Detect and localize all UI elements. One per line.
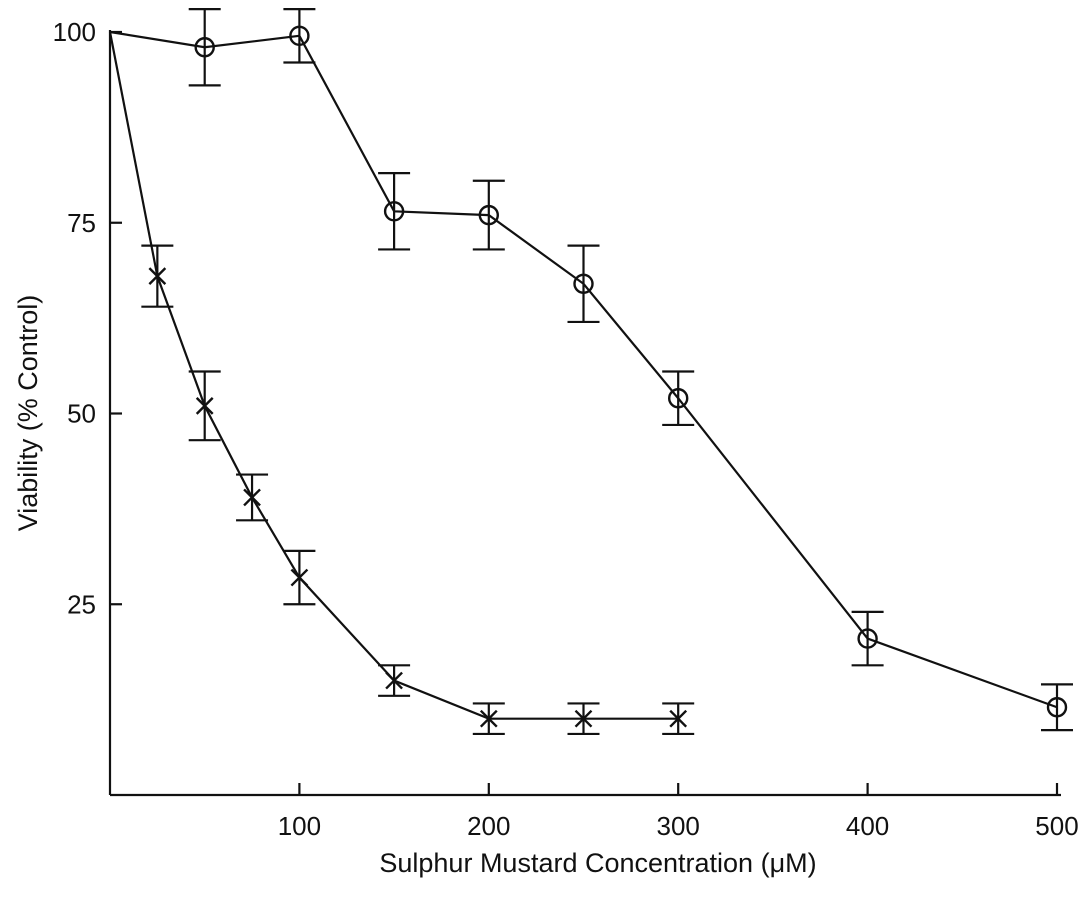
error-bar-s1-6 xyxy=(662,370,695,427)
x-axis-title: Sulphur Mustard Concentration (μM) xyxy=(379,848,816,878)
marker-x-s2-8 xyxy=(669,709,688,728)
marker-x-s2-1 xyxy=(148,267,167,286)
marker-circle-s1-1 xyxy=(194,37,215,58)
error-bar-s1-5 xyxy=(567,244,600,324)
marker-x-s2-6 xyxy=(479,709,498,728)
marker-x-stroke-b xyxy=(385,671,403,690)
x-tick-label-500: 500 xyxy=(1035,811,1078,841)
error-bar-s1-2 xyxy=(283,8,316,64)
error-bar-s1-4 xyxy=(472,179,505,251)
y-tick-label-75: 75 xyxy=(67,208,96,238)
series-1-line xyxy=(109,30,1058,709)
x-tick-label-100: 100 xyxy=(278,811,321,841)
marker-x-s2-7 xyxy=(574,709,593,728)
y-tick-label-25: 25 xyxy=(67,589,96,619)
marker-x-s2-3 xyxy=(243,488,261,507)
marker-x-stroke-b xyxy=(574,709,593,728)
marker-x-stroke-b xyxy=(148,267,167,286)
marker-x-s2-4 xyxy=(290,568,309,587)
error-bar-s1-8 xyxy=(1041,683,1073,732)
series-layer xyxy=(108,8,1073,736)
marker-x-s2-5 xyxy=(385,671,403,690)
y-tick-label-100: 100 xyxy=(53,17,96,47)
marker-circle-s1-3 xyxy=(383,201,405,222)
x-tick-label-200: 200 xyxy=(467,811,510,841)
y-axis-title: Viability (% Control) xyxy=(13,295,43,532)
series-1-circle xyxy=(109,8,1073,732)
marker-x-stroke-b xyxy=(479,709,498,728)
marker-x-stroke-b xyxy=(669,709,688,728)
y-tick-label-50: 50 xyxy=(67,399,96,429)
marker-circle-s1-8 xyxy=(1046,697,1068,718)
series-2-line xyxy=(108,31,679,720)
x-tick-label-300: 300 xyxy=(657,811,700,841)
marker-x-s2-2 xyxy=(195,397,214,415)
marker-circle-s1-6 xyxy=(668,388,689,409)
marker-x-stroke-b xyxy=(243,488,261,507)
marker-circle-s1-4 xyxy=(478,204,499,226)
marker-circle-s1-7 xyxy=(857,628,878,649)
error-bar-s1-7 xyxy=(851,610,884,667)
marker-x-stroke-b xyxy=(290,568,309,587)
marker-circle-s1-2 xyxy=(289,25,310,47)
series-2-x xyxy=(108,31,695,736)
error-bar-s1-1 xyxy=(188,8,221,87)
x-tick-label-400: 400 xyxy=(846,811,889,841)
error-bar-s1-3 xyxy=(378,172,411,251)
marker-circle-s1-5 xyxy=(573,273,594,294)
marker-x-stroke-b xyxy=(195,397,214,415)
axes: 100 200 300 400 500 25 50 75 100 xyxy=(53,17,1079,841)
